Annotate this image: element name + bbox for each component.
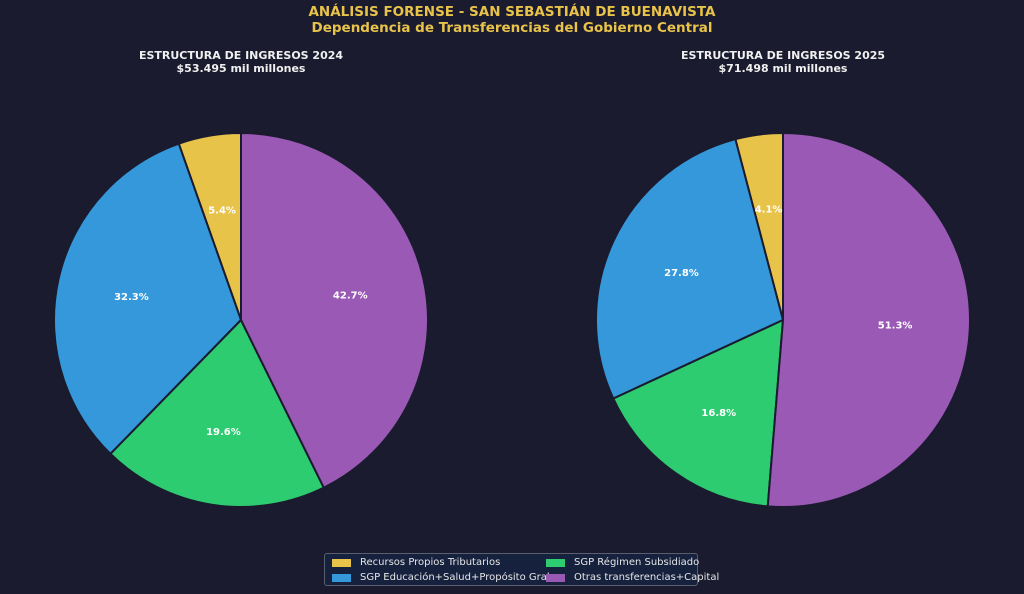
legend-label: SGP Educación+Salud+Propósito Gral. [360, 572, 553, 583]
legend-label: Recursos Propios Tributarios [360, 557, 501, 568]
pie-slice-label: 16.8% [701, 408, 736, 419]
pie-2024-title: ESTRUCTURA DE INGRESOS 2024 [138, 49, 344, 62]
pie-slice-sgp-regimen [611, 318, 785, 508]
legend-swatch [332, 559, 351, 567]
pie-slice-sgp-educacion [53, 142, 243, 456]
pie-slice-label: 32.3% [114, 292, 149, 303]
pie-slice-otras-transferencias [240, 131, 429, 490]
pie-2025-total: $71.498 mil millones [718, 62, 848, 75]
pie-slice-label: 42.7% [333, 290, 368, 301]
pie-slice-label: 5.4% [208, 205, 236, 216]
legend: Recursos Propios Tributarios SGP Educaci… [324, 553, 719, 586]
pie-2025-title: ESTRUCTURA DE INGRESOS 2025 [680, 49, 886, 62]
pie-2024-total: $53.495 mil millones [176, 62, 306, 75]
pie-slice-label: 51.3% [878, 321, 913, 332]
pie-slice-sgp-regimen [109, 318, 326, 508]
legend-label: SGP Régimen Subsidiado [574, 557, 700, 568]
pie-slice-label: 19.6% [206, 427, 241, 438]
pie-2024: 5.4% 32.3% 19.6% 42.7% [53, 131, 429, 508]
chart-subtitle: Dependencia de Transferencias del Gobier… [311, 20, 713, 36]
legend-swatch [546, 559, 565, 567]
legend-label: Otras transferencias+Capital [574, 572, 720, 583]
pie-slice-label: 4.1% [755, 205, 783, 216]
legend-swatch [546, 574, 565, 582]
pie-2025: 4.1% 27.8% 16.8% 51.3% [595, 131, 971, 508]
pie-slice-sgp-educacion [595, 137, 785, 400]
pie-slice-otras-transferencias [766, 131, 971, 508]
pie-slice-label: 27.8% [664, 268, 699, 279]
legend-swatch [332, 574, 351, 582]
chart-title: ANÁLISIS FORENSE - SAN SEBASTIÁN DE BUEN… [308, 4, 716, 20]
